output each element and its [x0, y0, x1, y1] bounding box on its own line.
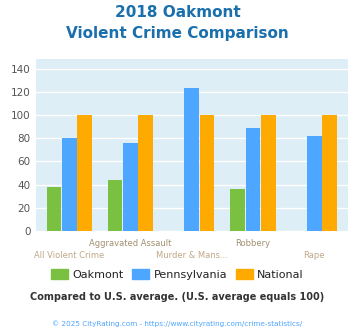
Bar — [77, 115, 92, 231]
Bar — [62, 138, 77, 231]
Bar — [322, 115, 337, 231]
Bar — [47, 187, 61, 231]
Legend: Oakmont, Pennsylvania, National: Oakmont, Pennsylvania, National — [47, 265, 308, 284]
Text: Robbery: Robbery — [235, 239, 271, 248]
Bar — [307, 136, 322, 231]
Bar — [138, 115, 153, 231]
Bar — [261, 115, 275, 231]
Text: Rape: Rape — [304, 251, 325, 260]
Bar — [200, 115, 214, 231]
Text: Compared to U.S. average. (U.S. average equals 100): Compared to U.S. average. (U.S. average … — [31, 292, 324, 302]
Text: Murder & Mans...: Murder & Mans... — [156, 251, 228, 260]
Bar — [108, 180, 122, 231]
Text: 2018 Oakmont: 2018 Oakmont — [115, 5, 240, 20]
Bar — [123, 143, 138, 231]
Bar — [230, 189, 245, 231]
Text: © 2025 CityRating.com - https://www.cityrating.com/crime-statistics/: © 2025 CityRating.com - https://www.city… — [53, 320, 302, 327]
Text: Aggravated Assault: Aggravated Assault — [89, 239, 171, 248]
Bar — [184, 88, 199, 231]
Bar — [246, 128, 260, 231]
Text: Violent Crime Comparison: Violent Crime Comparison — [66, 26, 289, 41]
Text: All Violent Crime: All Violent Crime — [34, 251, 104, 260]
